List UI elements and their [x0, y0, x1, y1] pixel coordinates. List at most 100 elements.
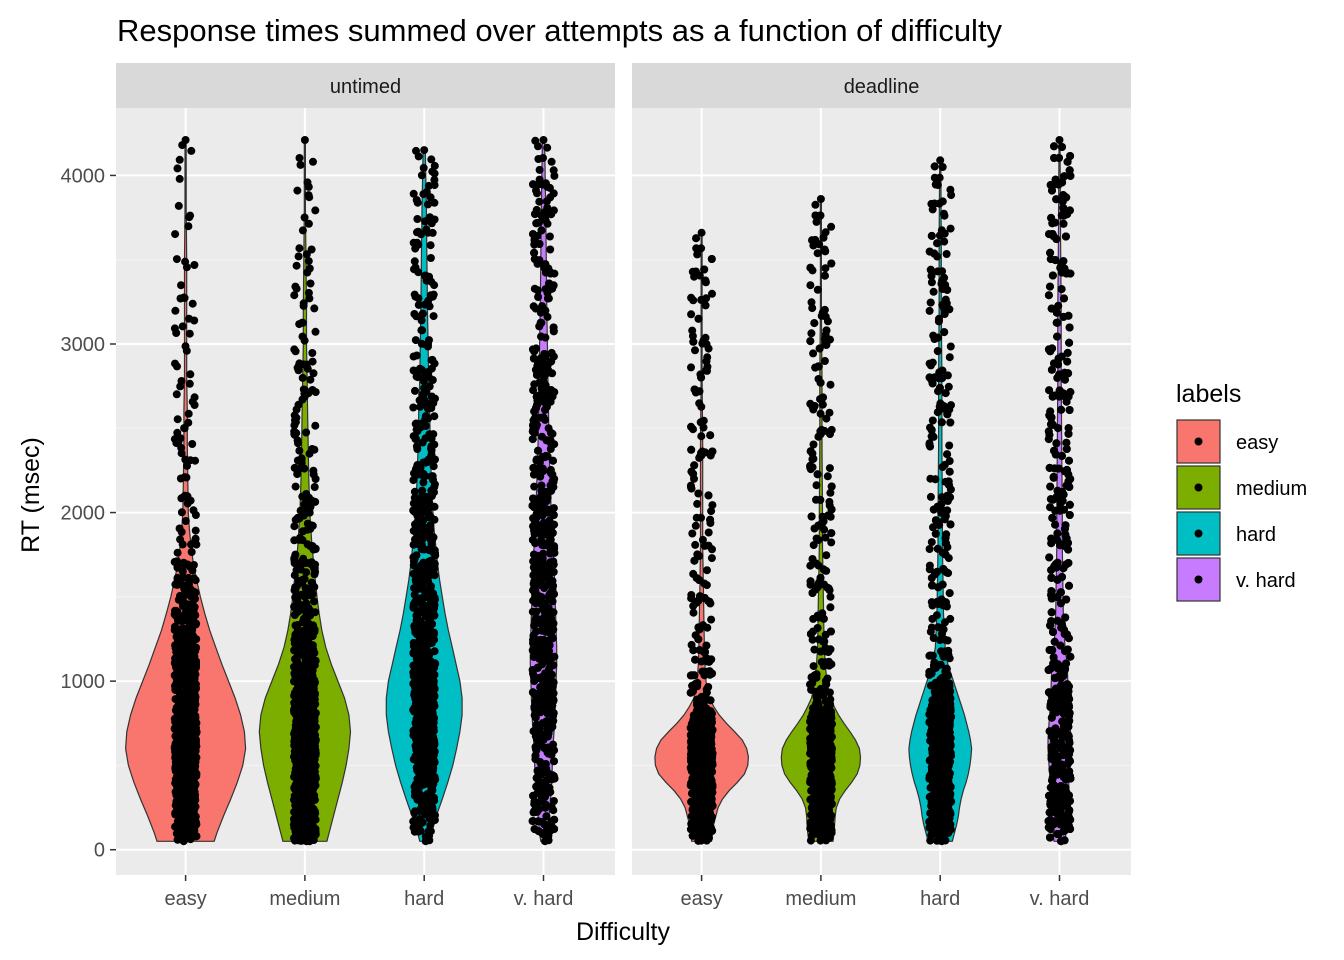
- data-point: [694, 780, 703, 789]
- data-point: [535, 506, 544, 515]
- data-point: [529, 808, 538, 817]
- data-point: [549, 483, 558, 491]
- data-point: [428, 535, 437, 544]
- data-point: [174, 714, 183, 723]
- data-point: [547, 590, 556, 599]
- data-point: [706, 515, 715, 524]
- data-point: [290, 602, 299, 611]
- data-point: [530, 248, 539, 257]
- data-point: [542, 699, 551, 708]
- data-point: [686, 483, 695, 491]
- data-point: [174, 636, 182, 645]
- data-point: [172, 680, 181, 689]
- data-point: [534, 705, 543, 714]
- data-point: [308, 521, 317, 530]
- data-point: [310, 625, 319, 634]
- data-point: [294, 685, 303, 694]
- data-point: [703, 779, 712, 788]
- data-point: [290, 553, 299, 562]
- data-point: [302, 837, 311, 846]
- data-point: [181, 342, 190, 351]
- data-point: [539, 154, 547, 162]
- data-point: [302, 558, 311, 567]
- data-point: [185, 379, 194, 388]
- data-point: [531, 595, 540, 604]
- data-point: [290, 421, 299, 430]
- data-point: [410, 707, 419, 716]
- data-point: [171, 306, 180, 315]
- data-point: [311, 206, 320, 215]
- data-point: [174, 595, 183, 604]
- data-point: [291, 583, 300, 592]
- data-point: [182, 810, 191, 819]
- data-point: [291, 671, 300, 680]
- data-point: [178, 322, 187, 331]
- data-point: [410, 499, 419, 508]
- data-point: [184, 573, 193, 582]
- x-tick-label: easy: [164, 888, 206, 910]
- data-point: [550, 774, 559, 783]
- data-point: [687, 445, 696, 454]
- data-point: [180, 424, 189, 433]
- data-point: [430, 628, 438, 637]
- data-point: [410, 679, 419, 688]
- data-point: [534, 817, 543, 826]
- data-point: [412, 146, 420, 155]
- data-point: [294, 252, 303, 261]
- data-point: [694, 623, 703, 632]
- data-point: [192, 771, 201, 780]
- points-untimed-medium: [289, 136, 320, 846]
- data-point: [548, 470, 557, 479]
- data-point: [706, 599, 715, 608]
- data-point: [178, 567, 187, 576]
- data-point: [296, 160, 305, 169]
- data-point: [188, 672, 197, 681]
- data-point: [546, 245, 555, 254]
- data-point: [290, 522, 299, 531]
- data-point: [531, 751, 540, 760]
- data-point: [177, 443, 186, 452]
- data-point: [528, 435, 537, 444]
- data-point: [187, 548, 196, 556]
- data-point: [414, 511, 423, 519]
- data-point: [544, 294, 552, 303]
- data-point: [305, 264, 314, 273]
- data-point: [697, 228, 706, 237]
- data-point: [418, 663, 427, 671]
- data-point: [188, 681, 197, 690]
- data-point: [422, 801, 431, 810]
- data-point: [184, 834, 192, 843]
- data-point: [691, 540, 700, 549]
- data-point: [422, 188, 431, 197]
- data-point: [529, 727, 538, 736]
- data-point: [689, 296, 698, 305]
- data-point: [531, 413, 540, 422]
- data-point: [171, 580, 180, 589]
- data-point: [412, 791, 421, 800]
- data-point: [530, 529, 539, 538]
- data-point: [689, 646, 698, 655]
- data-point: [172, 791, 181, 799]
- data-point: [305, 493, 313, 502]
- data-point: [189, 810, 198, 818]
- data-point: [427, 364, 436, 373]
- data-point: [703, 566, 711, 575]
- data-point: [532, 627, 541, 636]
- data-point: [424, 557, 433, 566]
- data-point: [177, 508, 186, 517]
- data-point: [311, 825, 320, 833]
- data-point: [707, 615, 716, 624]
- data-point: [191, 594, 199, 603]
- data-point: [698, 754, 707, 763]
- data-point: [696, 418, 705, 427]
- data-point: [708, 801, 717, 810]
- data-point: [694, 314, 703, 323]
- data-point: [183, 754, 192, 762]
- data-point: [423, 705, 432, 714]
- data-point: [420, 523, 429, 532]
- data-point: [310, 445, 319, 454]
- data-point: [308, 349, 317, 357]
- data-point: [701, 693, 710, 702]
- data-point: [307, 808, 316, 817]
- chart-title: Response times summed over attempts as a…: [117, 13, 1003, 48]
